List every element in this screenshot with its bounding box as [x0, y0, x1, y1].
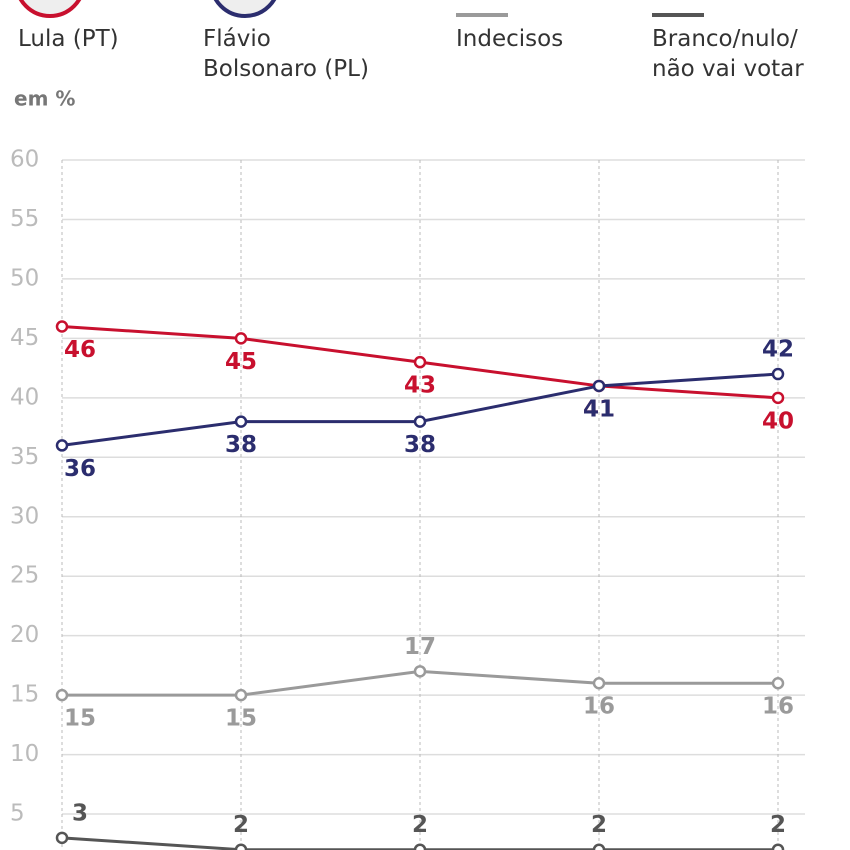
data-label: 45	[225, 349, 257, 375]
y-label: em %	[14, 87, 75, 111]
point	[771, 391, 785, 405]
data-label: 40	[762, 408, 794, 434]
point	[771, 367, 785, 381]
data-label: 36	[64, 456, 96, 482]
data-label: 41	[583, 396, 615, 422]
data-label: 15	[225, 706, 257, 732]
point	[55, 831, 69, 845]
data-label: 43	[404, 373, 436, 399]
y-tick-label: 35	[10, 444, 39, 470]
legend-entry: Branco/nulo/ não vai votar	[652, 26, 804, 82]
data-label: 16	[762, 694, 794, 720]
point	[55, 439, 69, 452]
point	[413, 843, 427, 850]
point	[592, 843, 606, 850]
point	[234, 688, 248, 702]
data-label: 41	[583, 396, 615, 422]
data-label: 16	[583, 694, 615, 720]
point	[413, 415, 427, 428]
point	[413, 355, 427, 369]
data-label: 38	[225, 432, 257, 458]
y-tick-label: 25	[10, 563, 39, 589]
data-label: 15	[64, 706, 96, 732]
point	[771, 843, 785, 850]
y-tick-label: 40	[10, 384, 39, 410]
point	[55, 320, 69, 333]
data-label: 2	[412, 812, 428, 838]
y-tick-label: 15	[10, 682, 39, 708]
y-tick-label: 60	[10, 147, 39, 173]
legend-entry: Flávio Bolsonaro (PL)	[203, 26, 369, 82]
data-label: 3	[72, 800, 88, 826]
data-label: 2	[233, 812, 249, 838]
data-label: 46	[64, 337, 96, 363]
point	[771, 676, 785, 690]
y-tick-label: 50	[10, 265, 39, 291]
data-label: 17	[404, 634, 436, 660]
point	[55, 688, 69, 702]
point	[234, 843, 248, 850]
y-tick-label: 30	[10, 503, 39, 529]
legend-entry: Lula (PT)	[18, 26, 119, 52]
legend-marker	[18, 0, 82, 18]
legend-marker	[213, 0, 277, 18]
y-tick-label: 10	[10, 741, 39, 767]
point	[592, 379, 606, 393]
point	[592, 676, 606, 690]
point	[234, 415, 248, 428]
point	[413, 665, 427, 678]
data-label: 38	[404, 432, 436, 458]
y-tick-label: 5	[10, 801, 25, 827]
data-label: 42	[762, 337, 794, 363]
y-tick-label: 45	[10, 325, 39, 351]
point	[234, 332, 248, 345]
y-tick-label: 55	[10, 206, 39, 232]
data-label: 2	[591, 812, 607, 838]
y-tick-label: 20	[10, 622, 39, 648]
legend-entry: Indecisos	[456, 26, 564, 52]
data-label: 2	[770, 812, 786, 838]
